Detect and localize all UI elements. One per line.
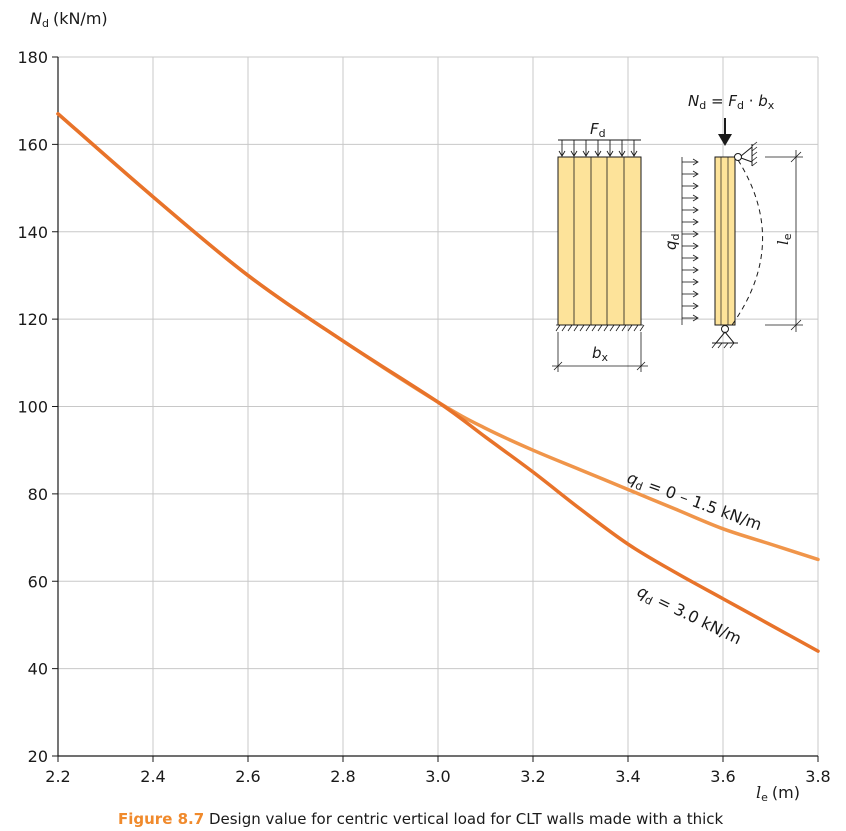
axes (52, 56, 819, 762)
wall-panel: Fd bx (552, 120, 648, 372)
figure-number: Figure 8.7 (118, 810, 205, 828)
y-tick-label: 120 (17, 310, 48, 329)
figure-caption: Figure 8.7 Design value for centric vert… (118, 810, 723, 828)
y-axis-label: Nd (kN/m) (30, 9, 108, 30)
y-tick-label: 20 (28, 747, 48, 766)
y-tick-label: 40 (28, 660, 48, 679)
y-tick-label: 180 (17, 48, 48, 67)
length-label: le (774, 233, 794, 245)
x-tick-label: 3.6 (710, 767, 735, 786)
wall-section: qd Nd = Fd · bx (662, 92, 803, 349)
y-tick-label: 100 (17, 398, 48, 417)
x-tick-label: 2.8 (330, 767, 355, 786)
load-label: Fd (590, 120, 606, 140)
series-label-high: qd = 3.0 kN/m (633, 582, 744, 651)
series-lines (56, 112, 820, 653)
x-tick-label: 3.0 (425, 767, 450, 786)
x-tick-label: 2.6 (235, 767, 260, 786)
x-tick-label: 3.8 (805, 767, 830, 786)
x-tick-label: 2.2 (45, 767, 70, 786)
x-tick-labels: 2.2 2.4 2.6 2.8 3.0 3.2 3.4 3.6 3.8 (45, 767, 830, 786)
y-tick-label: 160 (17, 135, 48, 154)
width-label: bx (592, 344, 609, 364)
x-axis-label: le (m) (756, 783, 800, 804)
x-tick-label: 3.4 (615, 767, 640, 786)
grid (57, 56, 819, 757)
caption-text: Design value for centric vertical load f… (204, 810, 724, 828)
y-tick-label: 80 (28, 485, 48, 504)
y-tick-labels: 20 40 60 80 100 120 140 160 180 (17, 48, 48, 766)
lateral-load-label: qd (662, 233, 682, 250)
series-label-low: qd = 0 – 1.5 kN/m (624, 468, 764, 536)
formula-label: Nd = Fd · bx (688, 92, 775, 112)
series-line-high-qd (56, 112, 820, 653)
y-tick-label: 140 (17, 223, 48, 242)
x-tick-label: 2.4 (140, 767, 165, 786)
inset-diagram: Fd bx (552, 92, 803, 372)
x-tick-label: 3.2 (520, 767, 545, 786)
y-tick-label: 60 (28, 572, 48, 591)
